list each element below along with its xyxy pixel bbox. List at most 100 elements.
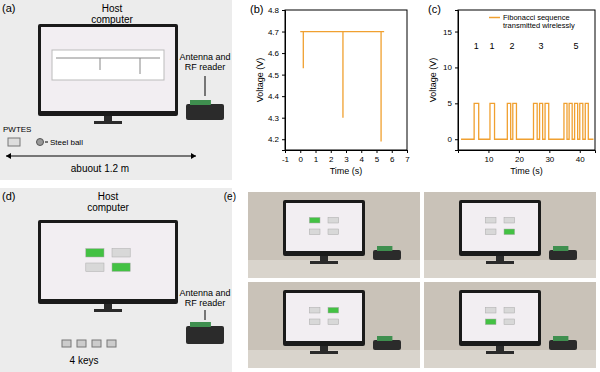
photo-background — [0, 188, 232, 372]
legend-swatch — [489, 17, 500, 19]
key — [62, 340, 71, 347]
key-indicator — [485, 307, 496, 313]
rf-reader — [186, 104, 224, 120]
x-tick-label: 4 — [360, 155, 365, 164]
key — [92, 340, 101, 347]
y-tick-label: 4.7 — [268, 28, 280, 37]
y-tick-mark — [282, 118, 285, 119]
y-tick-mark — [282, 139, 285, 140]
key-indicator — [328, 217, 339, 223]
chart: -1012345674.24.34.44.54.64.74.8Time (s)V… — [255, 6, 410, 176]
y-tick-label: 4.8 — [268, 6, 280, 15]
monitor-stand — [496, 346, 504, 351]
desk — [248, 260, 420, 278]
x-tick: 10 — [484, 150, 493, 164]
x-tick-label: 40 — [576, 155, 585, 164]
distance-label: abuout 1.2 m — [71, 163, 129, 174]
rf-reader — [373, 340, 401, 350]
host-label: Hostcomputer — [91, 3, 133, 25]
monitor-base — [94, 121, 122, 124]
pointer — [45, 142, 48, 143]
x-tick: 4 — [360, 150, 365, 164]
x-tick: 7 — [405, 150, 410, 164]
keys-label: 4 keys — [70, 355, 99, 366]
arrow-head — [6, 153, 11, 159]
x-tick-label: 3 — [344, 155, 349, 164]
y-tick-label: 15 — [443, 28, 452, 37]
x-tick: 2 — [329, 150, 334, 164]
x-tick: 3 — [344, 150, 349, 164]
x-axis-title: Time (s) — [510, 166, 543, 176]
distance-arrow — [6, 156, 196, 157]
monitor-stand — [320, 256, 328, 261]
y-tick: 4.5 — [268, 71, 285, 80]
monitor-base — [94, 309, 122, 312]
x-tick-label: 6 — [390, 155, 395, 164]
x-tick: 30 — [545, 150, 554, 164]
x-tick-mark — [300, 150, 301, 153]
x-tick: 5 — [375, 150, 380, 164]
y-tick-label: 4.2 — [268, 135, 280, 144]
y-axis-line — [282, 11, 286, 151]
monitor-base — [310, 261, 338, 264]
key — [107, 340, 116, 347]
y-tick: 4.6 — [268, 49, 285, 58]
photo-background — [248, 192, 420, 278]
rf-reader — [373, 250, 401, 260]
x-tick-label: 30 — [545, 155, 554, 164]
monitor-screen — [462, 293, 538, 341]
key — [77, 340, 86, 347]
monitor-frame — [459, 290, 541, 346]
x-tick-mark — [488, 150, 489, 153]
rf-board — [553, 336, 568, 341]
x-tick-label: 10 — [484, 155, 493, 164]
monitor-screen — [462, 203, 538, 251]
desk — [248, 350, 420, 368]
y-tick-label: 4.5 — [268, 71, 280, 80]
key-indicator — [86, 263, 104, 271]
x-tick-label: 1 — [314, 155, 319, 164]
y-tick: 10 — [443, 63, 458, 72]
key-indicator — [309, 217, 320, 223]
y-tick-mark — [282, 32, 285, 33]
plot-area — [461, 103, 593, 139]
monitor-stand — [320, 346, 328, 351]
x-tick-label: 0 — [299, 155, 304, 164]
annotation: 1 — [490, 41, 495, 51]
legend-label: Fibonacci sequencetransmitted wirelessly — [503, 13, 575, 30]
monitor-base — [310, 351, 338, 354]
y-tick-mark — [282, 10, 285, 11]
key-indicator — [112, 263, 130, 271]
legend: Fibonacci sequencetransmitted wirelessly — [489, 13, 575, 30]
data-line — [461, 103, 593, 139]
pwtes-device — [8, 138, 20, 146]
x-tick-mark — [519, 150, 520, 153]
x-tick-mark — [549, 150, 550, 153]
x-tick-label: -1 — [282, 155, 290, 164]
x-tick: -1 — [282, 150, 290, 164]
y-tick: 4.8 — [268, 6, 285, 15]
x-axis-title: Time (s) — [330, 166, 363, 176]
y-tick-label: 0 — [448, 135, 453, 144]
x-tick: 20 — [515, 150, 524, 164]
monitor-frame — [283, 200, 365, 256]
y-tick: 4.7 — [268, 28, 285, 37]
x-axis-line — [286, 151, 408, 154]
key-indicator — [485, 217, 496, 223]
x-tick: 40 — [576, 150, 585, 164]
data-line — [300, 32, 384, 142]
screen-trace — [100, 58, 101, 70]
y-tick-mark — [455, 139, 458, 140]
x-tick-mark — [392, 150, 393, 153]
x-tick-mark — [361, 150, 362, 153]
pointer — [205, 76, 206, 96]
x-tick-mark — [407, 150, 408, 153]
key-indicator — [309, 307, 320, 313]
key-indicator — [112, 249, 130, 257]
x-axis-line — [459, 151, 596, 154]
monitor-frame — [38, 24, 178, 116]
y-tick-label: 4.4 — [268, 92, 280, 101]
key-indicator — [504, 217, 515, 223]
panel-label: (a) — [2, 2, 15, 14]
key-indicator — [328, 319, 339, 325]
